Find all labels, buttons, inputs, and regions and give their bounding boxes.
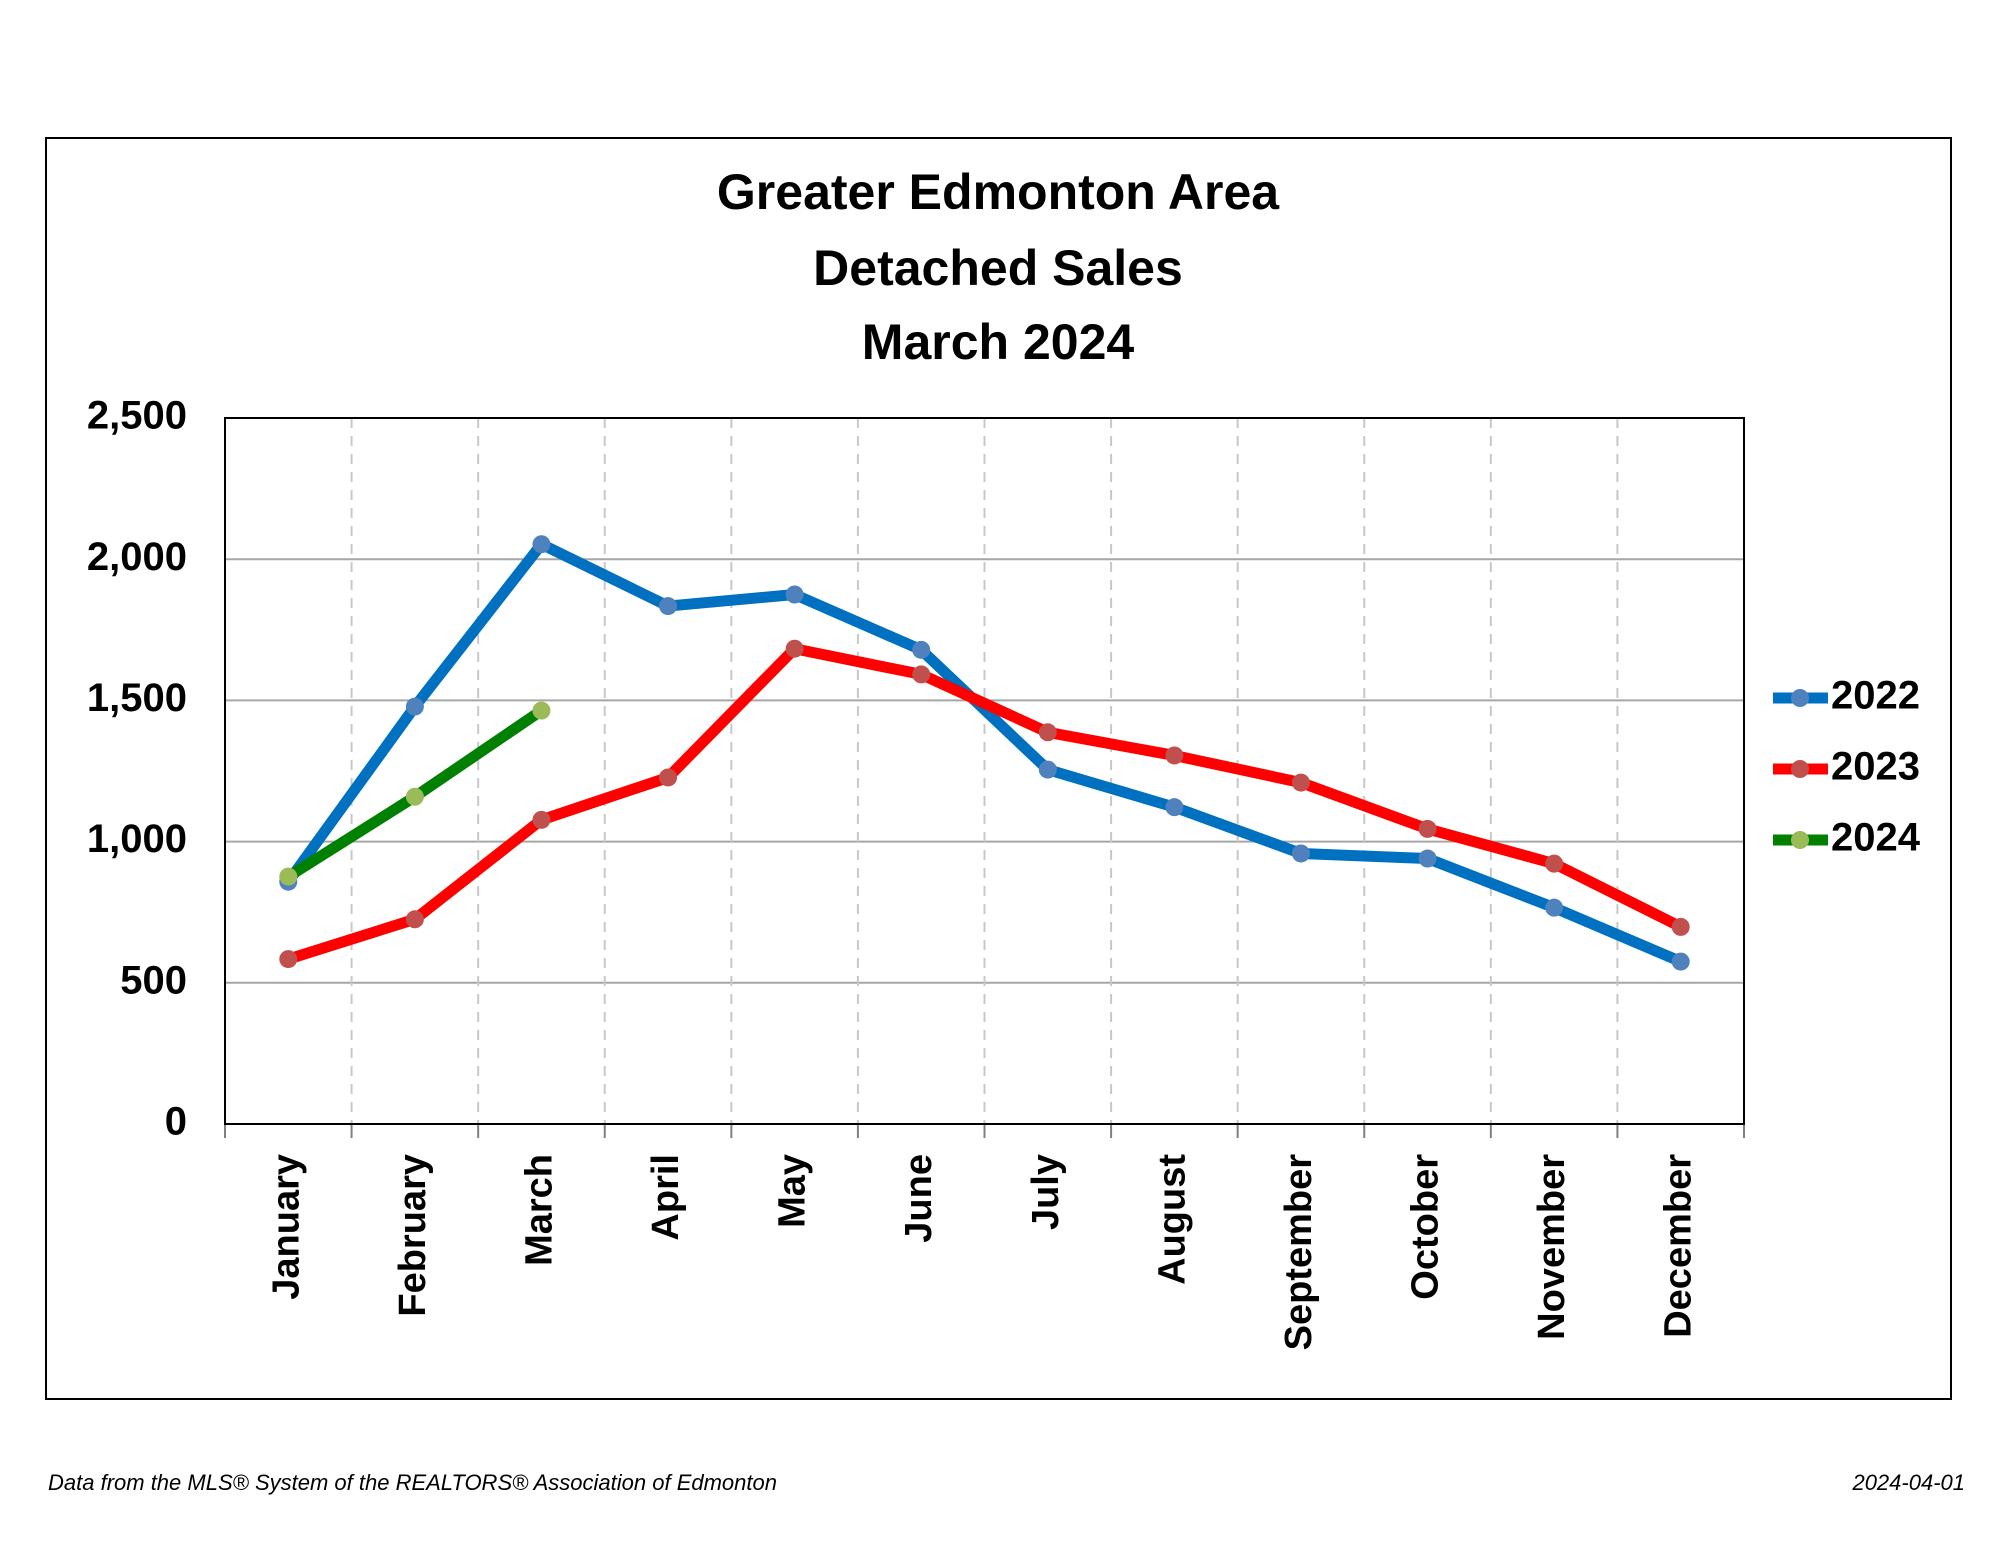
date: 2024-04-01 [1851, 1470, 1965, 1495]
data-point [1165, 798, 1184, 817]
chart-title: March 2024 [862, 314, 1135, 370]
chart-title: Greater Edmonton Area [717, 164, 1280, 220]
legend-label: 2024 [1831, 816, 1921, 860]
legend-marker [1791, 689, 1809, 707]
y-tick-label: 2,000 [87, 535, 187, 579]
data-point [1545, 898, 1564, 917]
y-tick-label: 500 [120, 958, 187, 1002]
data-point [532, 810, 551, 829]
y-tick-label: 1,000 [87, 817, 187, 861]
x-tick-label: January [265, 1154, 307, 1300]
y-tick-label: 1,500 [87, 676, 187, 720]
data-point [1291, 844, 1310, 863]
data-point [532, 535, 551, 554]
x-tick-label: September [1278, 1154, 1320, 1351]
x-tick-label: May [772, 1154, 814, 1228]
x-tick-label: July [1025, 1154, 1067, 1230]
data-point [1545, 854, 1564, 873]
x-tick-label: March [518, 1154, 560, 1266]
data-point [405, 697, 424, 716]
data-point [279, 867, 298, 886]
legend-marker [1791, 760, 1809, 778]
data-point [279, 950, 298, 969]
data-point [1165, 746, 1184, 765]
x-tick-label: November [1531, 1154, 1573, 1340]
data-point [912, 665, 931, 684]
data-point [659, 768, 678, 787]
data-point [405, 910, 424, 929]
y-tick-label: 2,500 [87, 394, 187, 438]
data-point [1418, 849, 1437, 868]
chart-title: Detached Sales [813, 240, 1183, 296]
plot-frame [224, 417, 1745, 1125]
data-point [1038, 723, 1057, 742]
x-tick-label: August [1151, 1154, 1193, 1285]
data-point [1671, 917, 1690, 936]
x-tick-label: June [898, 1154, 940, 1243]
x-tick-label: April [645, 1154, 687, 1241]
data-point [405, 787, 424, 806]
data-point [1038, 760, 1057, 779]
data-point [532, 701, 551, 720]
legend-marker [1791, 831, 1809, 849]
legend-label: 2023 [1831, 745, 1920, 789]
footnote: Data from the MLS® System of the REALTOR… [48, 1470, 777, 1495]
data-point [1418, 819, 1437, 838]
y-tick-label: 0 [165, 1100, 187, 1144]
series-line [283, 538, 1683, 967]
x-tick-label: February [392, 1154, 434, 1317]
x-tick-label: October [1405, 1154, 1447, 1300]
chart-frame [45, 137, 1952, 1400]
data-point [659, 597, 678, 616]
data-point [1671, 952, 1690, 971]
data-point [912, 640, 931, 659]
data-point [1291, 773, 1310, 792]
series-line [286, 643, 1684, 965]
data-point [785, 639, 804, 658]
x-tick-label: December [1658, 1154, 1700, 1338]
data-point [785, 585, 804, 604]
legend-label: 2022 [1831, 674, 1920, 718]
